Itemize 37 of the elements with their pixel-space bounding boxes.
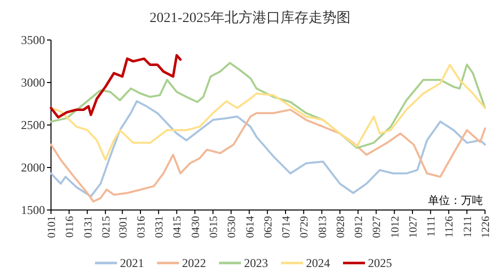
chart-title: 2021-2025年北方港口库存走势图	[150, 10, 350, 26]
x-tick-label: 0131	[82, 216, 94, 238]
y-tick-label: 3500	[21, 33, 45, 47]
x-tick-label: 1226	[480, 216, 492, 238]
x-tick-label: 0828	[334, 216, 347, 238]
x-tick-label: 0927	[371, 216, 384, 238]
x-tick-label: 0331	[154, 216, 166, 238]
x-tick-label: 0629	[262, 216, 274, 238]
x-tick-label: 0813	[316, 216, 329, 238]
annotation: 单位：万吨	[428, 194, 483, 207]
x-tick-label: 1027	[407, 216, 420, 238]
x-tick-label: 0729	[298, 216, 311, 238]
x-tick-label: 0215	[100, 216, 112, 238]
y-tick-label: 1500	[21, 203, 45, 217]
y-tick-label: 2500	[21, 118, 45, 132]
y-tick-label: 3000	[21, 76, 45, 90]
x-tick-label: 1211	[462, 216, 474, 238]
y-tick-label: 2000	[21, 160, 45, 174]
legend-label: 2021	[120, 256, 144, 270]
x-tick-label: 0714	[280, 216, 293, 238]
x-tick-label: 1111	[426, 216, 438, 237]
x-tick-label: 0912	[353, 216, 366, 238]
legend-label: 2022	[182, 256, 206, 270]
x-tick-label: 0415	[172, 216, 184, 238]
x-tick-label: 0116	[64, 216, 76, 238]
x-tick-label: 1012	[389, 216, 402, 238]
x-tick-label: 0515	[208, 216, 220, 238]
x-tick-label: 0614	[244, 216, 256, 238]
legend-label: 2023	[244, 256, 268, 270]
legend-label: 2025	[368, 256, 392, 270]
legend-label: 2024	[306, 256, 330, 270]
x-tick-label: 1126	[444, 216, 456, 238]
x-tick-label: 0301	[117, 216, 130, 238]
x-tick-label: 0101	[46, 216, 58, 238]
x-tick-label: 0430	[190, 216, 202, 238]
x-tick-label: 0316	[135, 216, 148, 238]
x-tick-label: 0530	[226, 216, 238, 238]
